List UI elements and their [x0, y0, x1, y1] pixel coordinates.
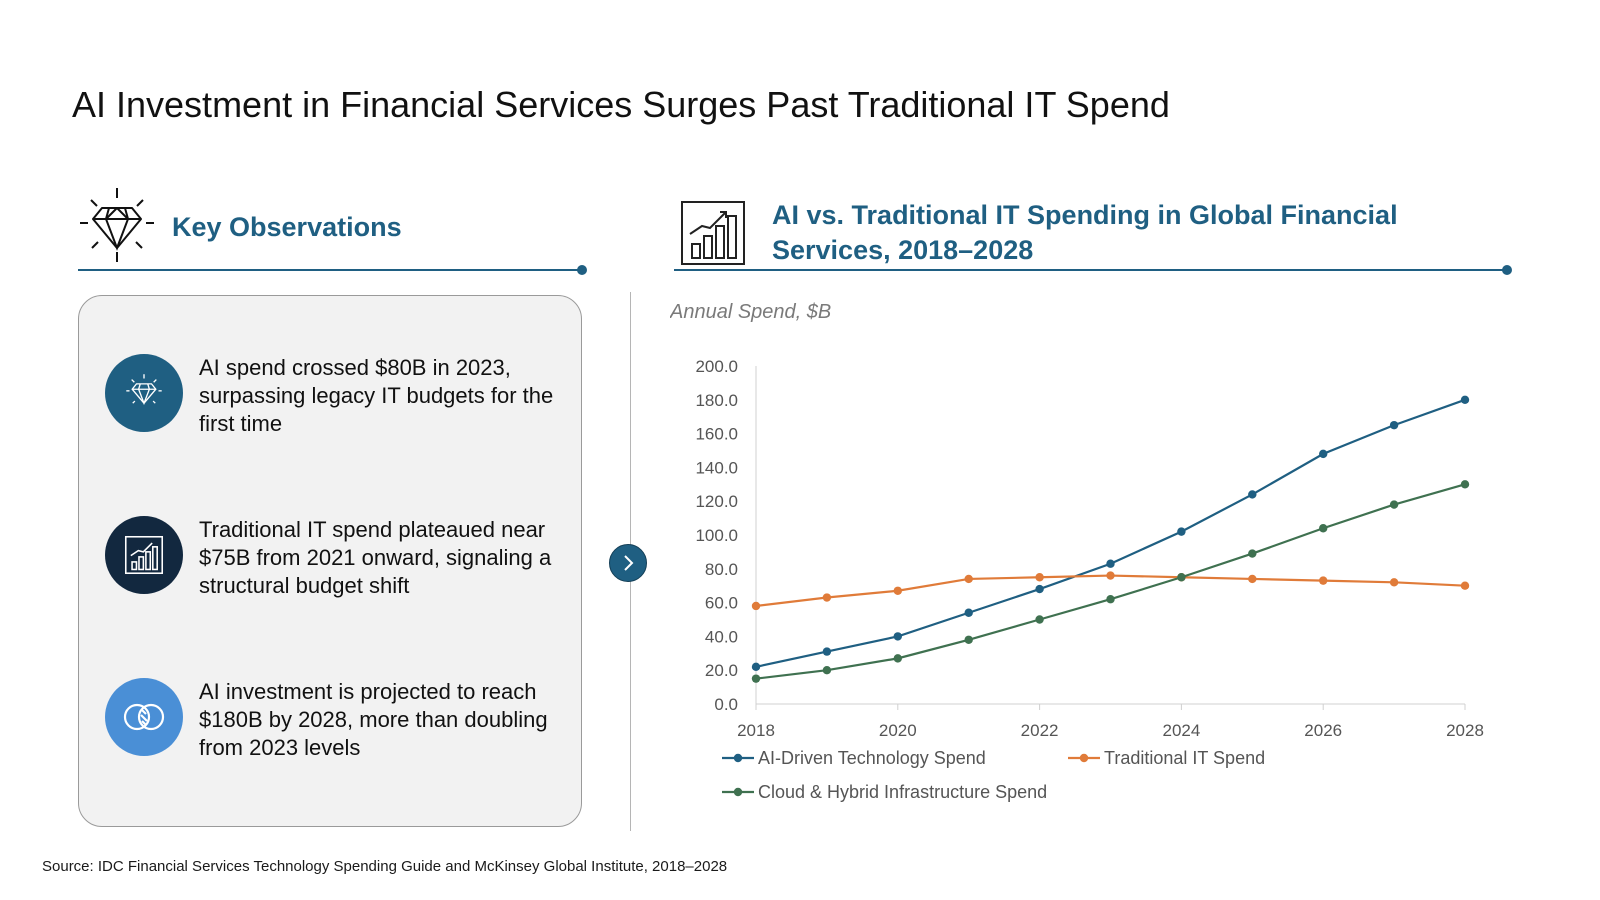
section-heading: Key Observations [172, 211, 402, 242]
data-point [1319, 524, 1328, 533]
data-point [751, 662, 761, 672]
source-note: Source: IDC Financial Services Technolog… [42, 858, 728, 875]
y-tick-label: 40.0 [705, 627, 738, 646]
data-point [822, 666, 832, 675]
x-tick-label: 2024 [1162, 721, 1200, 740]
data-point [964, 608, 973, 617]
y-tick-label: 180.0 [695, 391, 738, 410]
observation-item: AI investment is projected to reach $180… [105, 678, 559, 762]
data-point [1035, 615, 1044, 624]
data-point [1460, 480, 1470, 489]
y-tick-label: 20.0 [705, 661, 738, 680]
y-tick-label: 200.0 [695, 357, 738, 376]
legend-marker [733, 787, 743, 797]
data-point [1106, 571, 1115, 580]
legend-label: AI-Driven Technology Spend [758, 748, 986, 768]
y-tick-label: 160.0 [695, 425, 738, 444]
data-point [1389, 500, 1399, 509]
data-point [893, 632, 902, 641]
bar-chart-icon [105, 516, 183, 594]
y-tick-label: 100.0 [695, 526, 738, 545]
data-point [893, 586, 902, 595]
data-point [822, 593, 832, 602]
data-point [1460, 581, 1470, 590]
data-point [1106, 595, 1115, 604]
observation-text: AI investment is projected to reach $180… [199, 679, 548, 760]
overlapping-circles-icon [105, 678, 183, 756]
line-chart: Annual Spend, $B 0.0 20.0 40.0 60.0 80.0 100.0… [670, 296, 1530, 826]
data-point [1106, 559, 1115, 568]
observation-item: AI spend crossed $80B in 2023, surpassin… [105, 354, 559, 438]
data-point [1248, 549, 1257, 558]
next-button[interactable] [609, 544, 647, 582]
section-divider-left [78, 265, 587, 275]
legend-marker [733, 753, 743, 763]
data-point [1177, 527, 1186, 536]
data-point [822, 647, 832, 656]
y-tick-label: 0.0 [714, 695, 738, 714]
x-tick-label: 2022 [1021, 721, 1059, 740]
x-tick-label: 2028 [1446, 721, 1484, 740]
observation-item: Traditional IT spend plateaued near $75B… [105, 516, 559, 600]
diamond-icon [105, 354, 183, 432]
data-point [751, 601, 761, 611]
observations-panel: AI spend crossed $80B in 2023, surpassin… [78, 295, 582, 827]
data-point [964, 574, 973, 584]
chevron-right-icon [624, 555, 634, 571]
data-point [1177, 573, 1186, 582]
y-tick-label: 120.0 [695, 492, 738, 511]
page-title: AI Investment in Financial Services Surg… [72, 84, 1170, 125]
chart-heading: AI vs. Traditional IT Spending in Global… [772, 200, 1398, 265]
data-point [893, 654, 902, 663]
chart-header: AI vs. Traditional IT Spending in Global… [672, 192, 1472, 274]
data-point [1319, 576, 1328, 585]
data-point [1460, 395, 1470, 404]
observation-text: AI spend crossed $80B in 2023, surpassin… [199, 355, 554, 436]
x-tick-label: 2020 [879, 721, 917, 740]
y-tick-label: 140.0 [695, 458, 738, 477]
y-tick-label: 60.0 [705, 594, 738, 613]
data-point [1248, 574, 1257, 584]
data-point [1389, 420, 1399, 430]
legend-marker [1079, 753, 1089, 763]
data-point [1035, 573, 1044, 582]
observation-text: Traditional IT spend plateaued near $75B… [199, 517, 552, 598]
x-tick-label: 2018 [737, 721, 775, 740]
key-observations-header: Key Observations [76, 186, 402, 268]
y-axis-label: Annual Spend, $B [670, 301, 831, 323]
chart-canvas: Annual Spend, $B 0.0 20.0 40.0 60.0 80.0 100.0… [670, 301, 1484, 802]
diamond-icon [76, 186, 158, 268]
data-point [964, 635, 973, 644]
data-point [1035, 584, 1044, 594]
growth-chart-icon [672, 192, 754, 274]
x-tick-label: 2026 [1304, 721, 1342, 740]
section-divider-right [674, 265, 1512, 275]
series-line-1 [755, 398, 1466, 668]
legend-label: Traditional IT Spend [1104, 748, 1265, 768]
data-point [1389, 578, 1399, 587]
y-tick-label: 80.0 [705, 560, 738, 579]
data-point [1319, 449, 1328, 459]
legend-label: Cloud & Hybrid Infrastructure Spend [758, 782, 1047, 802]
data-point [751, 674, 761, 683]
data-point [1248, 490, 1257, 499]
